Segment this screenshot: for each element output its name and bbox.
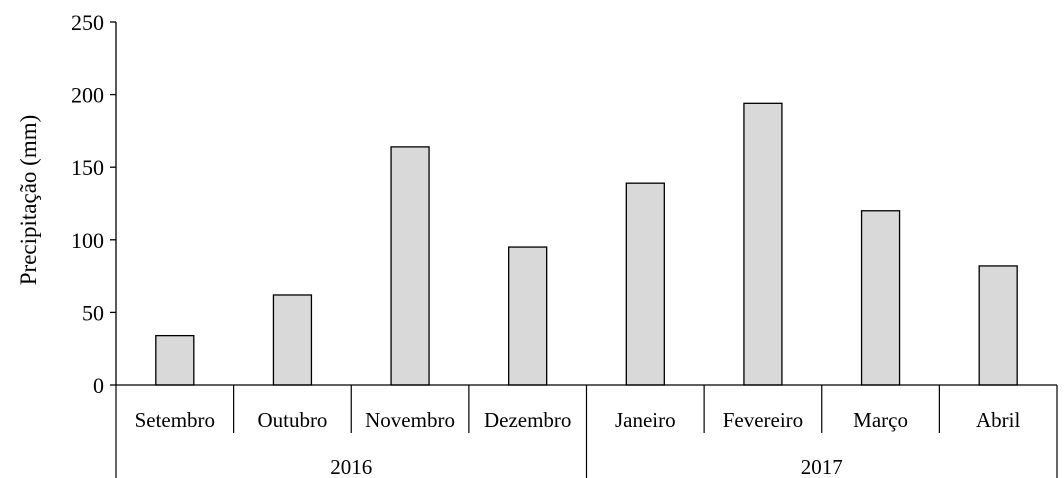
x-category-label: Dezembro xyxy=(484,408,571,432)
bar-abril xyxy=(978,265,1018,386)
x-category-label: Novembro xyxy=(365,408,455,432)
x-category-label: Setembro xyxy=(135,408,215,432)
year-group-label: 2016 xyxy=(330,455,372,478)
x-category-label: Outubro xyxy=(257,408,327,432)
bar-janeiro xyxy=(625,182,665,386)
axes-layer: 0 50 100 150 200 250 Setembro Outubro Novembro De… xyxy=(71,10,1058,478)
y-axis-label: Precipitação (mm) xyxy=(16,115,41,286)
bars-layer xyxy=(155,102,1018,386)
y-tick-label: 50 xyxy=(82,300,104,325)
x-category-label: Abril xyxy=(976,408,1020,432)
bar-outubro xyxy=(272,294,313,386)
x-category-label: Janeiro xyxy=(615,408,676,432)
y-tick-label: 150 xyxy=(71,155,104,180)
bar-dezembro xyxy=(508,246,548,386)
y-tick-label: 0 xyxy=(93,373,104,398)
y-tick-label: 100 xyxy=(71,228,104,253)
bar-fevereiro xyxy=(743,102,783,386)
y-tick-label: 250 xyxy=(71,10,104,35)
y-tick-label: 200 xyxy=(71,83,104,108)
bar-setembro xyxy=(155,334,195,386)
bar-março xyxy=(860,210,901,386)
x-category-label: Fevereiro xyxy=(723,408,803,432)
year-group-label: 2017 xyxy=(801,455,843,478)
x-category-label: Março xyxy=(853,408,908,432)
bar-novembro xyxy=(390,146,430,386)
